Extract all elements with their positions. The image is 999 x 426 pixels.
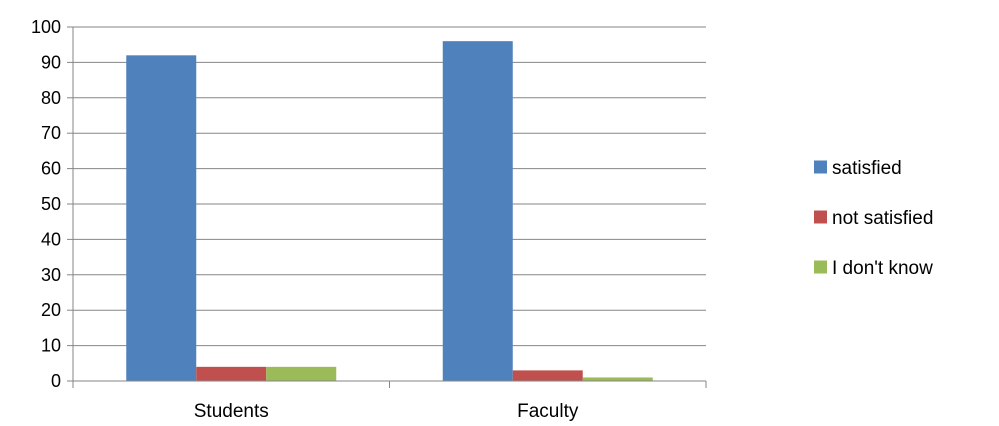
y-tick-label: 50 xyxy=(41,194,61,214)
legend-label: I don't know xyxy=(832,258,933,279)
y-tick-label: 70 xyxy=(41,123,61,143)
y-tick-label: 90 xyxy=(41,52,61,72)
bar-not-satisfied-faculty xyxy=(513,370,583,381)
x-category-label: Faculty xyxy=(517,401,579,422)
y-tick-label: 20 xyxy=(41,300,61,320)
legend-swatch xyxy=(814,261,827,274)
legend-swatch xyxy=(814,161,827,174)
legend: satisfied not satisfied I don't know xyxy=(814,158,933,279)
y-tick-label: 60 xyxy=(41,159,61,179)
bar-not-satisfied-students xyxy=(196,367,266,381)
legend-label: not satisfied xyxy=(832,208,933,229)
bar-i-don-t-know-faculty xyxy=(583,377,653,381)
bar-satisfied-students xyxy=(126,55,196,381)
y-axis-tick-labels: 0 10 20 30 40 50 60 70 80 90 100 xyxy=(31,17,61,391)
x-axis-category-labels: Students Faculty xyxy=(194,401,579,422)
legend-swatch xyxy=(814,211,827,224)
y-tick-label: 0 xyxy=(51,371,61,391)
y-tick-label: 30 xyxy=(41,265,61,285)
bar-i-don-t-know-students xyxy=(266,367,336,381)
y-tick-label: 100 xyxy=(31,17,61,37)
x-category-label: Students xyxy=(194,401,269,422)
legend-label: satisfied xyxy=(832,158,902,179)
bar-satisfied-faculty xyxy=(443,41,513,381)
y-tick-label: 80 xyxy=(41,88,61,108)
y-tick-label: 40 xyxy=(41,229,61,249)
bars xyxy=(126,41,653,381)
y-tick-label: 10 xyxy=(41,336,61,356)
